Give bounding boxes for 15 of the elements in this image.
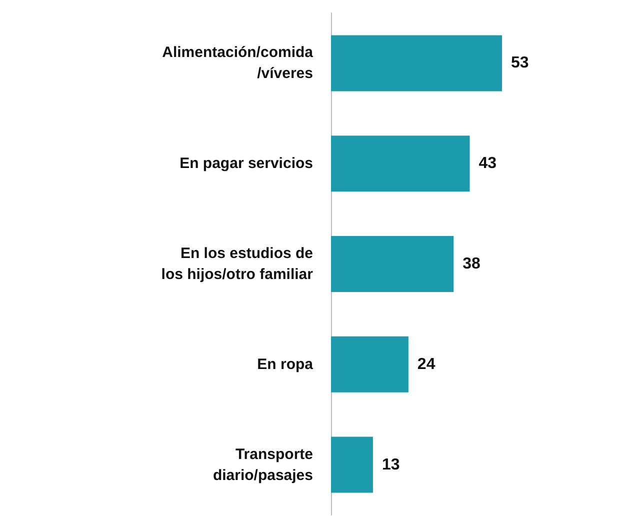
y-tick-label: Alimentación/comida /víveres (162, 44, 314, 82)
y-tick-label: En los estudios de los hijos/otro familiar (161, 245, 314, 283)
y-tick-label: En pagar servicios (180, 155, 313, 172)
data-label: 24 (417, 356, 436, 373)
y-tick-label: Transporte diario/pasajes (212, 446, 313, 484)
bar (331, 236, 454, 292)
bar (331, 336, 408, 392)
bar (331, 35, 502, 92)
data-label: 43 (478, 155, 497, 172)
y-tick-label: En ropa (257, 356, 314, 373)
bar (331, 136, 470, 192)
data-label: 13 (382, 456, 400, 474)
bar (331, 436, 373, 493)
data-label: 38 (462, 256, 480, 272)
data-label: 53 (511, 54, 529, 72)
